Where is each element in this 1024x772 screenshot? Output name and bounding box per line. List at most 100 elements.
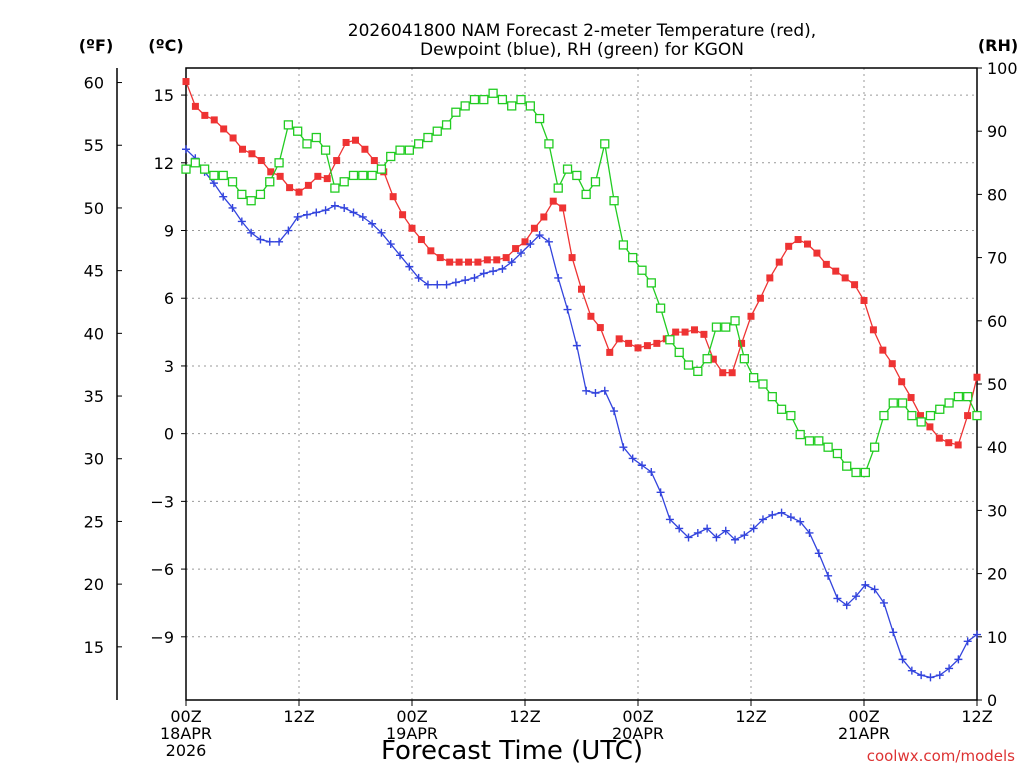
x-tick-label: 00Z bbox=[170, 707, 201, 726]
temperature-point bbox=[709, 355, 717, 363]
dewpoint-point bbox=[712, 533, 721, 542]
fahrenheit-tick-label: 35 bbox=[84, 387, 104, 406]
dewpoint-point bbox=[182, 145, 190, 154]
relative-humidity-point bbox=[348, 170, 359, 181]
temperature-point bbox=[756, 294, 764, 302]
dewpoint-point bbox=[973, 630, 981, 639]
temperature-point bbox=[606, 348, 614, 356]
x-tick-label: 12Z bbox=[961, 707, 992, 726]
relative-humidity-point bbox=[581, 189, 591, 200]
temperature-point bbox=[700, 330, 708, 338]
dewpoint-point bbox=[275, 237, 284, 246]
relative-humidity-point bbox=[655, 303, 666, 313]
dewpoint-point bbox=[526, 240, 535, 249]
relative-humidity-point bbox=[925, 410, 936, 421]
fahrenheit-tick-label: 55 bbox=[84, 136, 104, 155]
relative-humidity-point bbox=[721, 322, 731, 332]
relative-humidity-point bbox=[246, 196, 256, 206]
relative-humidity-point bbox=[702, 354, 712, 364]
rh-unit-label: (RH) bbox=[978, 36, 1018, 55]
dewpoint-point bbox=[721, 526, 730, 535]
dewpoint-point bbox=[544, 237, 553, 246]
dewpoint-point bbox=[758, 515, 767, 524]
relative-humidity-point bbox=[218, 170, 228, 181]
temperature-point bbox=[521, 238, 529, 246]
temperature-point bbox=[766, 274, 774, 282]
relative-humidity-point bbox=[897, 398, 908, 408]
celsius-tick-label: 9 bbox=[164, 222, 174, 241]
fahrenheit-tick-label: 60 bbox=[84, 74, 104, 93]
fahrenheit-tick-label: 15 bbox=[84, 638, 104, 657]
fahrenheit-tick-label: 25 bbox=[84, 512, 104, 531]
relative-humidity-point bbox=[562, 164, 573, 174]
dewpoint-point bbox=[358, 212, 367, 221]
temperature-point bbox=[229, 134, 237, 142]
dewpoint-point bbox=[852, 592, 861, 601]
relative-humidity-point bbox=[907, 410, 917, 421]
temperature-point bbox=[276, 172, 284, 180]
relative-humidity-point bbox=[367, 170, 377, 181]
relative-humidity-point bbox=[190, 158, 200, 168]
x-tick-label: 2026 bbox=[166, 741, 207, 760]
text-layer: 2026041800 NAM Forecast 2-meter Temperat… bbox=[79, 21, 1018, 766]
temperature-point bbox=[643, 342, 651, 350]
temperature-point bbox=[851, 281, 859, 289]
rh-tick-label: 20 bbox=[987, 565, 1007, 584]
temperature-point bbox=[813, 249, 821, 257]
celsius-tick-label: 6 bbox=[164, 289, 174, 308]
relative-humidity-point bbox=[413, 139, 424, 149]
dewpoint-point bbox=[442, 280, 451, 289]
celsius-tick-label: −6 bbox=[150, 560, 174, 579]
relative-humidity-point bbox=[804, 436, 815, 446]
relative-humidity-point bbox=[730, 316, 740, 326]
relative-humidity-point bbox=[479, 94, 489, 105]
relative-humidity-point bbox=[293, 126, 303, 136]
temperature-point bbox=[474, 258, 482, 266]
dewpoint-point bbox=[824, 571, 833, 580]
temperature-point bbox=[681, 328, 689, 336]
rh-tick-label: 40 bbox=[987, 438, 1007, 457]
dewpoint-point bbox=[340, 203, 349, 212]
temperature-point bbox=[964, 412, 972, 420]
temperature-point bbox=[267, 168, 275, 176]
temperature-point bbox=[220, 125, 228, 133]
chart-title-line2: Dewpoint (blue), RH (green) for KGON bbox=[420, 40, 744, 60]
dewpoint-point bbox=[591, 389, 600, 398]
dewpoint-point bbox=[675, 524, 684, 533]
rh-tick-label: 30 bbox=[987, 501, 1007, 520]
dewpoint-point bbox=[386, 240, 395, 249]
relative-humidity-point bbox=[181, 164, 191, 174]
temperature-point bbox=[822, 260, 830, 268]
relative-humidity-line bbox=[185, 92, 978, 474]
temperature-point bbox=[691, 326, 698, 334]
dewpoint-point bbox=[814, 549, 823, 558]
dewpoint-point bbox=[907, 666, 916, 675]
dewpoint-point bbox=[228, 203, 237, 212]
temperature-point bbox=[446, 258, 454, 266]
series-layer bbox=[181, 78, 982, 682]
dewpoint-point bbox=[517, 249, 526, 258]
relative-humidity-point bbox=[600, 139, 610, 149]
dewpoint-point bbox=[889, 628, 898, 637]
dewpoint-point bbox=[209, 179, 218, 188]
dewpoint-point bbox=[265, 237, 274, 246]
relative-humidity-point bbox=[516, 94, 526, 105]
relative-humidity-point bbox=[590, 177, 601, 187]
relative-humidity-point bbox=[311, 132, 321, 143]
relative-humidity-point bbox=[953, 391, 964, 402]
x-tick-label: 00Z bbox=[622, 707, 653, 726]
temperature-point bbox=[286, 184, 294, 192]
relative-humidity-point bbox=[795, 429, 805, 440]
dewpoint-point bbox=[312, 208, 321, 217]
temperature-point bbox=[879, 346, 887, 354]
relative-humidity-point bbox=[265, 177, 275, 187]
dewpoint-point bbox=[768, 510, 777, 519]
celsius-tick-label: −3 bbox=[150, 492, 174, 511]
dewpoint-point bbox=[563, 305, 572, 314]
dewpoint-point bbox=[637, 461, 646, 470]
dewpoint-point bbox=[321, 206, 330, 215]
temperature-point bbox=[832, 267, 840, 275]
dewpoint-point bbox=[628, 454, 637, 463]
temperature-point bbox=[201, 111, 209, 119]
